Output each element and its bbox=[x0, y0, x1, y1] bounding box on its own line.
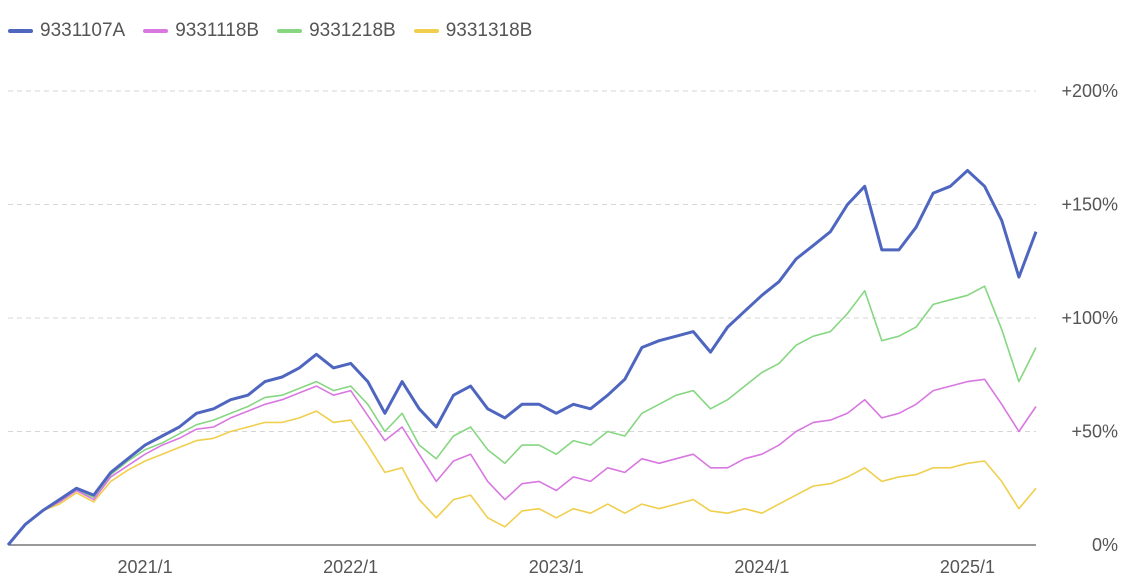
series-line-9331318B bbox=[7, 410, 1037, 546]
legend-swatch bbox=[8, 29, 33, 33]
legend-item-9331118B[interactable]: 9331118B bbox=[143, 20, 259, 42]
legend-swatch bbox=[143, 29, 169, 33]
legend-swatch bbox=[413, 29, 439, 33]
y-tick-label: +150% bbox=[1061, 195, 1118, 215]
x-tick-label: 2022/1 bbox=[323, 557, 378, 577]
legend-item-9331218B[interactable]: 9331218B bbox=[277, 20, 396, 42]
chart-legend: 9331107A 9331118B 9331218B 9331318B bbox=[8, 20, 532, 42]
legend-label: 9331218B bbox=[309, 20, 396, 41]
legend-label: 9331118B bbox=[175, 20, 260, 41]
legend-label: 9331318B bbox=[445, 20, 533, 41]
legend-item-9331318B[interactable]: 9331318B bbox=[413, 20, 533, 42]
legend-swatch bbox=[277, 29, 303, 33]
x-tick-label: 2025/1 bbox=[940, 557, 995, 577]
series-line-9331218B bbox=[7, 285, 1037, 546]
series-line-9331107A bbox=[6, 169, 1038, 546]
legend-item-9331107A[interactable]: 9331107A bbox=[8, 20, 125, 42]
y-tick-label: +100% bbox=[1061, 308, 1118, 328]
y-tick-label: +200% bbox=[1061, 81, 1118, 101]
series-line-9331118B bbox=[7, 378, 1037, 546]
x-tick-label: 2021/1 bbox=[118, 557, 173, 577]
legend-label: 9331107A bbox=[40, 20, 126, 41]
x-tick-label: 2024/1 bbox=[734, 557, 789, 577]
y-tick-label: +50% bbox=[1071, 422, 1118, 442]
y-tick-label: 0% bbox=[1092, 535, 1118, 555]
x-tick-label: 2023/1 bbox=[529, 557, 584, 577]
